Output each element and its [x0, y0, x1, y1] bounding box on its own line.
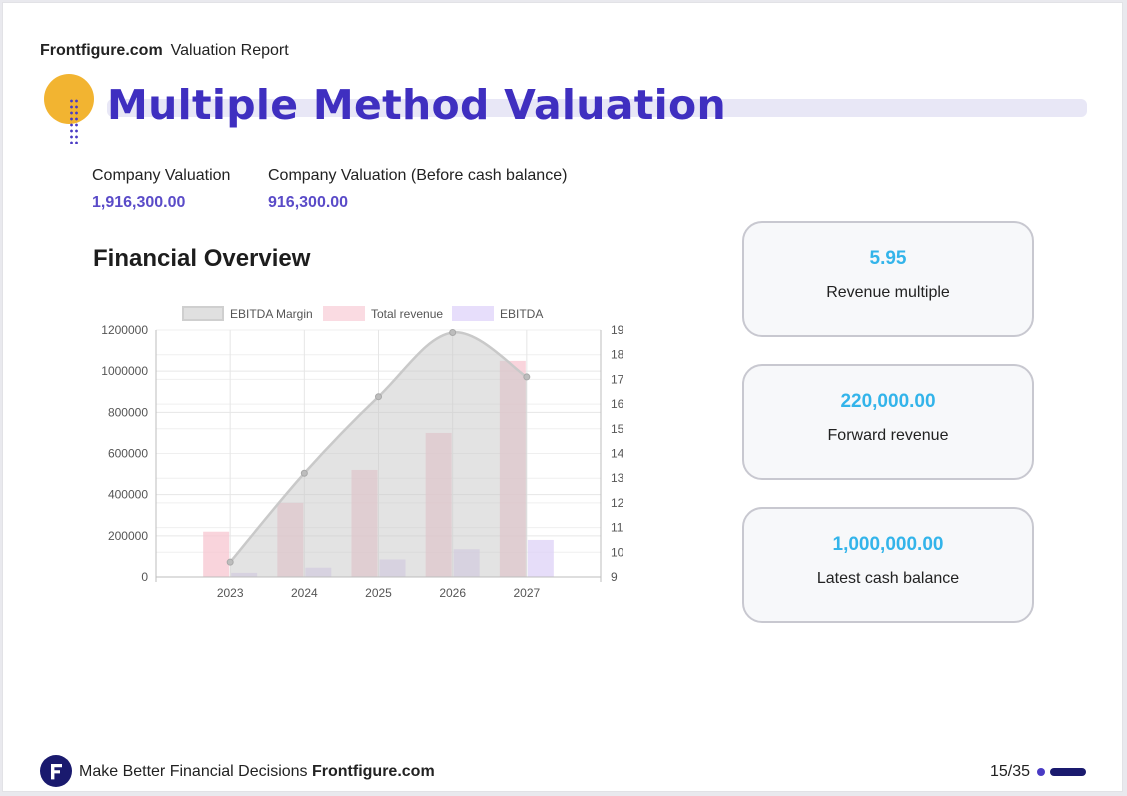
y-tick-left: 200000 [108, 529, 148, 543]
ebitda-margin-point [523, 373, 531, 381]
y-tick-right: 10 [611, 545, 623, 559]
y-tick-right: 19 [611, 323, 623, 337]
ebitda-margin-point [226, 558, 234, 566]
latest-cash-value: 1,000,000.00 [832, 534, 944, 555]
y-tick-right: 15 [611, 422, 623, 436]
forward-revenue-label: Forward revenue [827, 427, 949, 444]
metric-card-latest-cash: 1,000,000.00 Latest cash balance [742, 507, 1034, 623]
company-valuation: Company Valuation 1,916,300.00 [92, 167, 230, 212]
x-tick-label: 2023 [217, 586, 244, 600]
ebitda-margin-point [375, 393, 382, 401]
bar-total-revenue [203, 531, 230, 577]
y-tick-right: 16 [611, 397, 623, 411]
y-tick-left: 400000 [108, 488, 148, 502]
footer-tagline-line: Make Better Financial Decisions Frontfig… [79, 763, 435, 781]
header-brand-line: Frontfigure.com Valuation Report [40, 42, 289, 60]
legend-swatch [323, 306, 365, 321]
pager-dot-icon [1037, 768, 1045, 776]
y-tick-left: 600000 [108, 447, 148, 461]
legend-label: Total revenue [371, 307, 443, 321]
company-valuation-value: 1,916,300.00 [92, 194, 186, 211]
financial-overview-title: Financial Overview [93, 245, 311, 272]
y-tick-left: 1000000 [101, 364, 148, 378]
y-tick-right: 18 [611, 348, 623, 362]
x-tick-label: 2024 [291, 586, 318, 600]
x-tick-label: 2027 [513, 586, 540, 600]
forward-revenue-value: 220,000.00 [840, 391, 936, 412]
y-tick-right: 13 [611, 471, 623, 485]
title-dots-decoration [69, 98, 79, 144]
y-tick-left: 1200000 [101, 323, 148, 337]
legend-label: EBITDA [500, 307, 543, 321]
x-tick-label: 2026 [439, 586, 466, 600]
latest-cash-label: Latest cash balance [816, 570, 960, 587]
company-valuation-before-cash-label: Company Valuation (Before cash balance) [268, 167, 568, 184]
x-tick-label: 2025 [365, 586, 392, 600]
legend-swatch [452, 306, 494, 321]
revenue-multiple-value: 5.95 [869, 248, 907, 269]
ebitda-margin-point [449, 328, 457, 336]
company-valuation-label: Company Valuation [92, 167, 231, 184]
title-underline-bar [107, 99, 1087, 117]
y-tick-right: 9 [611, 570, 618, 584]
page-number: 15/35 [990, 763, 1031, 780]
financial-overview-chart: 0 200000 400000 600000 800000 1000000 1200000 9… [101, 306, 623, 600]
y-tick-right: 17 [611, 372, 623, 386]
bar-ebitda [527, 539, 554, 577]
y-tick-left: 0 [141, 570, 148, 584]
y-tick-left: 800000 [108, 405, 148, 419]
footer-tagline: Make Better Financial Decisions [79, 763, 308, 780]
footer-brand: Frontfigure.com [312, 763, 435, 780]
metric-card-revenue-multiple: 5.95 Revenue multiple [742, 221, 1034, 337]
legend-label: EBITDA Margin [230, 307, 313, 321]
revenue-multiple-label: Revenue multiple [826, 284, 950, 301]
frontfigure-logo-icon [51, 764, 62, 780]
y-tick-right: 11 [611, 521, 623, 535]
company-valuation-before-cash: Company Valuation (Before cash balance) … [268, 167, 567, 212]
company-valuation-before-cash-value: 916,300.00 [268, 194, 349, 211]
metric-card-forward-revenue: 220,000.00 Forward revenue [742, 364, 1034, 480]
ebitda-margin-point [300, 469, 308, 477]
header-report-name: Valuation Report [170, 42, 289, 59]
legend-swatch [182, 306, 224, 321]
pager-bar-icon [1050, 768, 1086, 776]
footer-logo [40, 755, 72, 787]
ebitda-margin-area [230, 332, 527, 577]
y-tick-right: 14 [611, 447, 623, 461]
page-title: Multiple Method Valuation [107, 81, 726, 129]
y-tick-right: 12 [611, 496, 623, 510]
header-brand: Frontfigure.com [40, 42, 163, 59]
